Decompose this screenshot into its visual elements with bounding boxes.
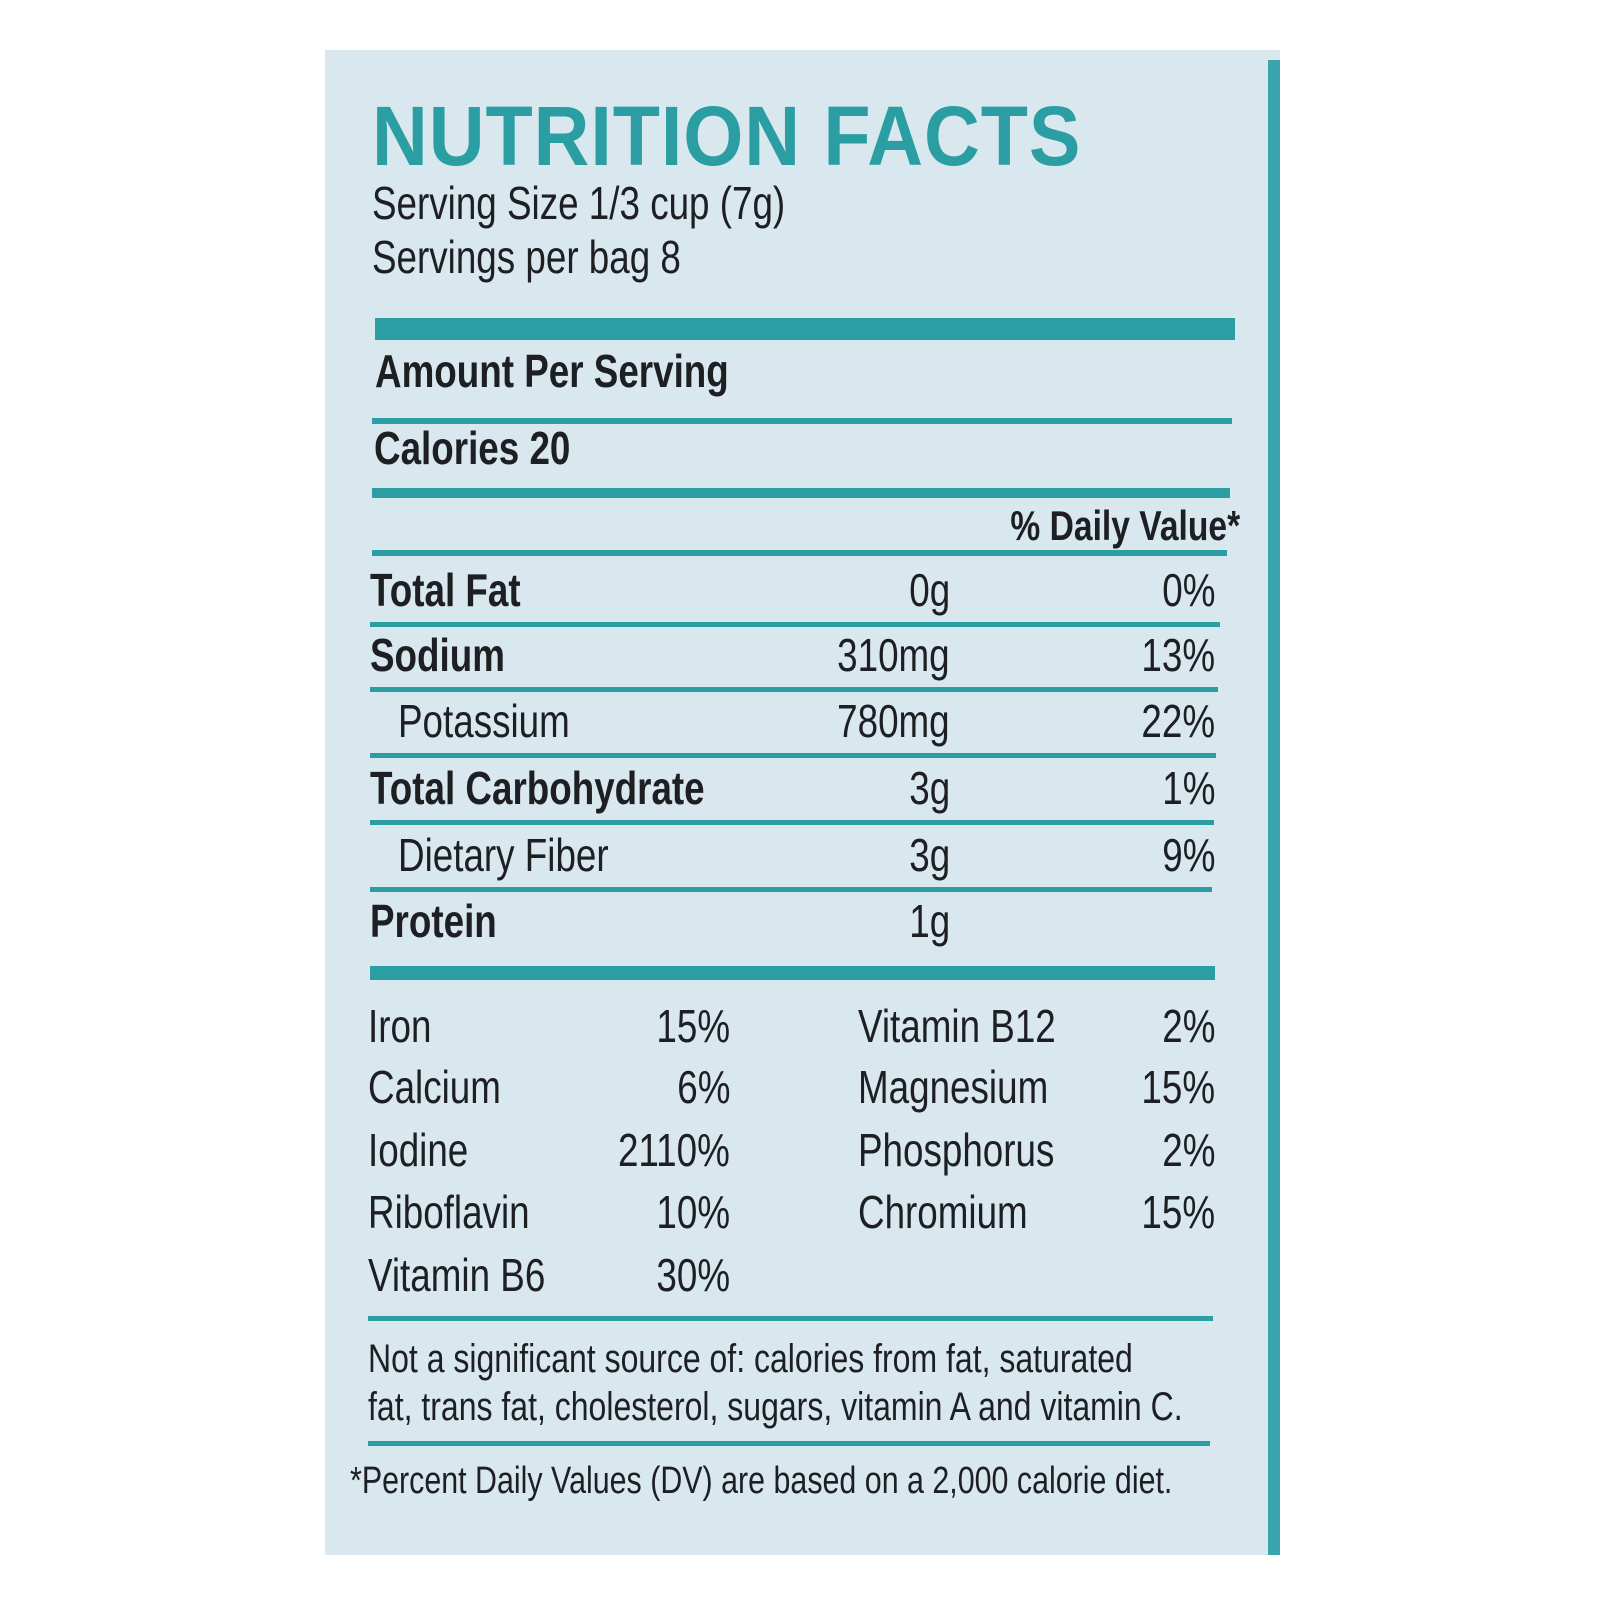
amount-per-serving: Amount Per Serving: [375, 345, 729, 397]
label-edge: [1268, 60, 1280, 1555]
nutrient-daily-value: 13%: [1141, 629, 1215, 681]
thick-rule: [370, 966, 1215, 980]
vitamin-value: 15%: [656, 1000, 730, 1052]
vitamin-name: Phosphorus: [858, 1124, 1055, 1176]
daily-value-header: % Daily Value*: [1010, 502, 1240, 549]
nutrient-name: Total Carbohydrate: [370, 762, 705, 814]
rule: [368, 1316, 1213, 1321]
vitamin-name: Iron: [368, 1000, 432, 1052]
thick-rule: [375, 318, 1235, 340]
nutrient-daily-value: 1%: [1161, 762, 1215, 814]
vitamin-name: Magnesium: [858, 1061, 1049, 1113]
vitamin-value: 30%: [656, 1249, 730, 1301]
nutrient-name: Potassium: [398, 695, 570, 747]
nutrient-amount: 780mg: [837, 695, 950, 747]
footnote: *Percent Daily Values (DV) are based on …: [350, 1460, 1173, 1502]
nutrient-amount: 3g: [909, 762, 950, 814]
rule: [370, 820, 1214, 825]
rule: [370, 887, 1212, 892]
vitamin-value: 10%: [656, 1186, 730, 1238]
nutrient-amount: 310mg: [837, 629, 950, 681]
vitamin-name: Chromium: [858, 1186, 1028, 1238]
vitamin-value: 15%: [1141, 1186, 1215, 1238]
vitamin-value: 2%: [1161, 1000, 1215, 1052]
nutrient-name: Sodium: [370, 629, 505, 681]
vitamin-value: 6%: [676, 1061, 730, 1113]
label-background: [325, 50, 1280, 1555]
nutrient-amount: 0g: [909, 564, 950, 616]
nutrient-daily-value: 0%: [1161, 564, 1215, 616]
vitamin-name: Calcium: [368, 1061, 501, 1113]
rule: [372, 550, 1227, 556]
serving-size: Serving Size 1/3 cup (7g): [372, 177, 786, 229]
rule: [370, 687, 1218, 692]
not-significant-note: Not a significant source of: calories fr…: [368, 1337, 1183, 1429]
vitamin-name: Vitamin B12: [858, 1000, 1056, 1052]
vitamin-value: 15%: [1141, 1061, 1215, 1113]
nutrient-amount: 3g: [909, 829, 950, 881]
rule: [368, 1441, 1210, 1446]
title: NUTRITION FACTS: [372, 89, 1082, 183]
vitamin-name: Riboflavin: [368, 1186, 530, 1238]
vitamin-value: 2110%: [618, 1124, 730, 1176]
rule: [370, 753, 1216, 758]
nutrient-daily-value: 9%: [1161, 829, 1215, 881]
vitamin-name: Vitamin B6: [368, 1249, 546, 1301]
nutrient-name: Total Fat: [370, 564, 521, 616]
rule: [372, 488, 1230, 498]
vitamin-value: 2%: [1161, 1124, 1215, 1176]
nutrient-name: Protein: [370, 895, 497, 947]
nutrient-name: Dietary Fiber: [398, 829, 609, 881]
calories: Calories 20: [374, 422, 571, 474]
servings-per-bag: Servings per bag 8: [372, 231, 681, 283]
vitamin-name: Iodine: [368, 1124, 469, 1176]
nutrient-amount: 1g: [909, 895, 950, 947]
nutrient-daily-value: 22%: [1141, 695, 1215, 747]
rule: [370, 622, 1220, 627]
rule: [372, 418, 1232, 424]
